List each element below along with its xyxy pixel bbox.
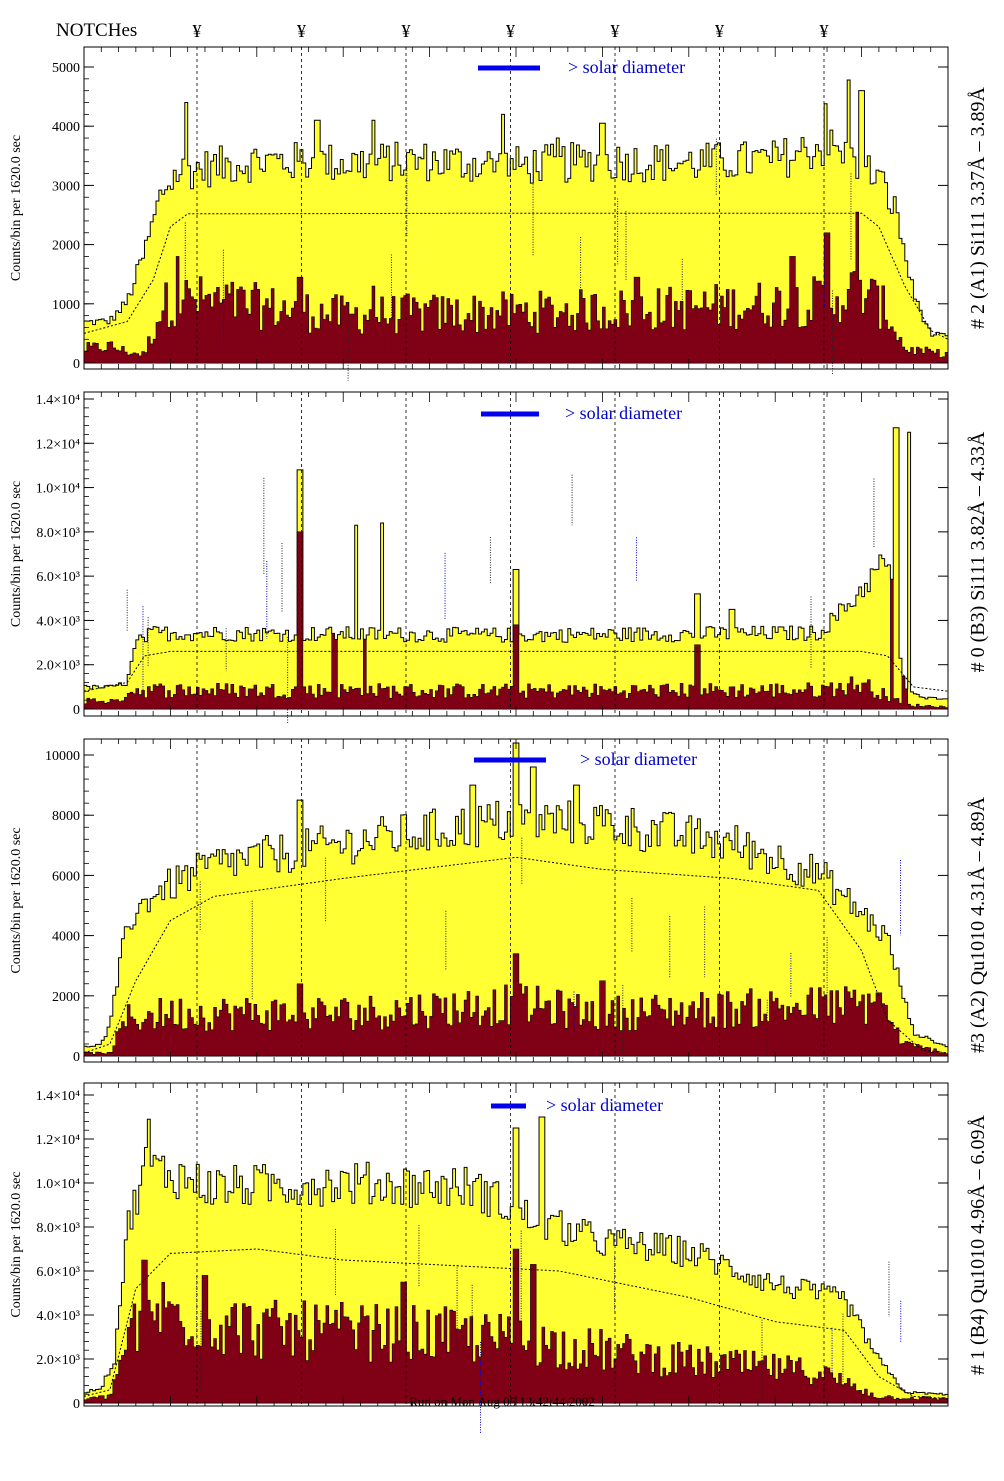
y-tick-label: 2000 <box>52 239 80 254</box>
y-tick-label: 5000 <box>52 61 80 76</box>
total-counts-histogram <box>83 742 949 1057</box>
y-tick-label: 4000 <box>52 930 80 945</box>
y-tick-label: 4.0×10³ <box>36 1309 80 1324</box>
y-axis-label: Counts/bin per 1620.0 sec <box>9 135 24 281</box>
y-tick-label: 8.0×10³ <box>36 526 80 541</box>
subset-counts-histogram <box>83 953 949 1057</box>
y-tick-label: 6000 <box>52 869 80 884</box>
chart-panel-3: 0 2000 4000 6000 8000 10000 Counts/bin per 162… <box>9 738 989 1065</box>
solar-diameter-legend: > solar diameter <box>565 403 682 423</box>
solar-diameter-legend: > solar diameter <box>580 749 697 769</box>
model-fit-curve <box>83 856 949 1054</box>
chart-panel-2: 0 2.0×10³ 4.0×10³ 6.0×10³ 8.0×10³ 1.0×10⁴ 1.2×… <box>9 391 989 724</box>
y-tick-label: 2.0×10³ <box>36 1353 80 1368</box>
y-tick-label: 1000 <box>52 298 80 313</box>
y-tick-label: 3000 <box>52 179 80 194</box>
chart-panel-1: 0 1000 2000 3000 4000 5000 Counts/bin per 1620… <box>9 46 989 381</box>
y-tick-label: 1.4×10⁴ <box>36 1089 80 1104</box>
y-tick-label: 2.0×10³ <box>36 659 80 674</box>
y-tick-label: 4000 <box>52 120 80 135</box>
y-axis-label: Counts/bin per 1620.0 sec <box>9 827 24 973</box>
y-axis-label: Counts/bin per 1620.0 sec <box>9 481 24 627</box>
y-tick-label: 10000 <box>45 749 80 764</box>
y-tick-label: 2000 <box>52 990 80 1005</box>
notch-marker: ¥ <box>506 21 515 41</box>
notch-marker: ¥ <box>402 21 411 41</box>
notch-markers: ¥ ¥ ¥ ¥ ¥ ¥ ¥ <box>193 21 829 41</box>
y-tick-label: 1.0×10⁴ <box>36 1177 80 1192</box>
panel-label: # 0 (B3) Si111 3.82Å – 4.33Å <box>967 431 989 672</box>
subset-counts-histogram <box>83 531 949 710</box>
y-tick-label: 0 <box>73 357 80 372</box>
subset-counts-histogram <box>83 1248 949 1404</box>
y-tick-label: 6.0×10³ <box>36 1265 80 1280</box>
y-tick-label: 0 <box>73 1050 80 1065</box>
y-tick-label: 8.0×10³ <box>36 1221 80 1236</box>
notch-marker: ¥ <box>611 21 620 41</box>
panel-label: # 2 (A1) Si111 3.37Å – 3.89Å <box>967 87 989 329</box>
y-axis-label: Counts/bin per 1620.0 sec <box>9 1171 24 1317</box>
y-tick-label: 1.2×10⁴ <box>36 1133 80 1148</box>
y-tick-label: 0 <box>73 703 80 718</box>
run-timestamp: Run on Mon Aug 05 13:42:44 2002 <box>409 1394 595 1409</box>
panel-label: # 1 (B4) Qu1010 4.96Å – 6.09Å <box>967 1114 989 1375</box>
notch-marker: ¥ <box>820 21 829 41</box>
panel-label: #3 (A2) Qu1010 4.31Å – 4.89Å <box>967 796 989 1053</box>
notch-marker: ¥ <box>297 21 306 41</box>
model-fit-curve <box>83 1248 949 1400</box>
y-tick-label: 1.4×10⁴ <box>36 393 80 408</box>
y-tick-label: 8000 <box>52 809 80 824</box>
y-tick-label: 1.2×10⁴ <box>36 437 80 452</box>
y-tick-label: 4.0×10³ <box>36 614 80 629</box>
chart-panel-4: 0 2.0×10³ 4.0×10³ 6.0×10³ 8.0×10³ 1.0×10⁴ 1.2×… <box>9 1082 989 1435</box>
notch-marker: ¥ <box>715 21 724 41</box>
solar-diameter-legend: > solar diameter <box>568 57 685 77</box>
subset-counts-histogram <box>83 211 949 364</box>
y-tick-label: 1.0×10⁴ <box>36 482 80 497</box>
y-tick-label: 6.0×10³ <box>36 570 80 585</box>
solar-diameter-legend: > solar diameter <box>546 1095 663 1115</box>
notches-label: NOTCHes <box>56 20 138 41</box>
y-tick-label: 0 <box>73 1397 80 1412</box>
notch-marker: ¥ <box>193 21 202 41</box>
